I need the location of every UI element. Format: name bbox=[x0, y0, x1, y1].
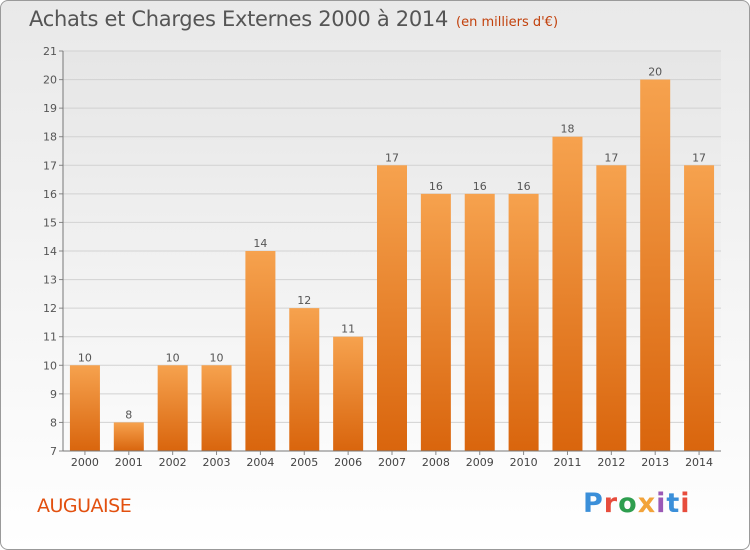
bar-2009 bbox=[464, 193, 495, 451]
x-tick-label: 2010 bbox=[510, 456, 538, 469]
logo-letter: x bbox=[637, 488, 657, 519]
bar-2006 bbox=[333, 336, 364, 451]
bar-2002 bbox=[157, 365, 188, 451]
x-tick-label: 2004 bbox=[246, 456, 274, 469]
bar-2005 bbox=[289, 308, 320, 451]
bar-2011 bbox=[552, 136, 583, 451]
logo-letter: i bbox=[656, 488, 667, 519]
x-tick-label: 2000 bbox=[71, 456, 99, 469]
x-tick-label: 2009 bbox=[466, 456, 494, 469]
logo-letter: i bbox=[680, 488, 691, 519]
data-label: 8 bbox=[125, 408, 132, 421]
data-label: 17 bbox=[604, 151, 618, 164]
logo-letter: r bbox=[603, 488, 619, 519]
bar-2004 bbox=[245, 251, 276, 451]
y-tick-label: 10 bbox=[43, 359, 57, 372]
bar-2010 bbox=[508, 193, 539, 451]
bar-2007 bbox=[377, 165, 407, 452]
data-label: 20 bbox=[648, 66, 662, 79]
data-label: 14 bbox=[253, 237, 267, 250]
x-tick-label: 2001 bbox=[115, 456, 143, 469]
y-tick-label: 16 bbox=[43, 188, 57, 201]
y-tick-label: 18 bbox=[43, 131, 57, 144]
data-label: 17 bbox=[385, 151, 399, 164]
data-label: 10 bbox=[210, 351, 224, 364]
x-tick-label: 2003 bbox=[203, 456, 231, 469]
logo-letter: P bbox=[583, 488, 604, 519]
y-tick-label: 9 bbox=[50, 388, 57, 401]
place-name: AUGUAISE bbox=[37, 495, 132, 517]
x-tick-label: 2012 bbox=[597, 456, 625, 469]
bar-2001 bbox=[113, 422, 144, 451]
x-tick-label: 2005 bbox=[290, 456, 318, 469]
x-tick-label: 2007 bbox=[378, 456, 406, 469]
x-tick-label: 2006 bbox=[334, 456, 362, 469]
data-label: 16 bbox=[517, 180, 531, 193]
bar-2013 bbox=[640, 79, 671, 452]
y-tick-label: 15 bbox=[43, 216, 57, 229]
x-tick-label: 2014 bbox=[685, 456, 713, 469]
y-tick-label: 19 bbox=[43, 102, 57, 115]
bar-2008 bbox=[420, 193, 451, 451]
data-label: 16 bbox=[429, 180, 443, 193]
y-tick-label: 21 bbox=[43, 45, 57, 58]
bar-2014 bbox=[684, 165, 715, 452]
data-label: 10 bbox=[78, 351, 92, 364]
logo-letter: o bbox=[618, 488, 638, 519]
y-tick-label: 8 bbox=[50, 416, 57, 429]
y-tick-label: 12 bbox=[43, 302, 57, 315]
y-tick-label: 11 bbox=[43, 331, 57, 344]
data-label: 10 bbox=[166, 351, 180, 364]
chart-unit: (en milliers d'€) bbox=[456, 15, 559, 30]
x-tick-label: 2011 bbox=[553, 456, 581, 469]
bar-2000 bbox=[69, 365, 100, 451]
y-tick-label: 17 bbox=[43, 159, 57, 172]
chart-title: Achats et Charges Externes 2000 à 2014 (e… bbox=[29, 7, 559, 31]
y-tick-label: 7 bbox=[50, 445, 57, 458]
logo-letter: t bbox=[666, 488, 681, 519]
y-tick-label: 20 bbox=[43, 74, 57, 87]
data-label: 17 bbox=[692, 151, 706, 164]
bar-2012 bbox=[596, 165, 627, 452]
data-label: 11 bbox=[341, 323, 355, 336]
y-tick-label: 13 bbox=[43, 274, 57, 287]
x-tick-label: 2013 bbox=[641, 456, 669, 469]
x-tick-label: 2008 bbox=[422, 456, 450, 469]
proxiti-logo: Proxiti bbox=[583, 488, 691, 519]
data-label: 18 bbox=[560, 123, 574, 136]
data-label: 16 bbox=[473, 180, 487, 193]
x-tick-label: 2002 bbox=[159, 456, 187, 469]
bar-2003 bbox=[201, 365, 232, 451]
data-label: 12 bbox=[297, 294, 311, 307]
y-tick-label: 14 bbox=[43, 245, 57, 258]
